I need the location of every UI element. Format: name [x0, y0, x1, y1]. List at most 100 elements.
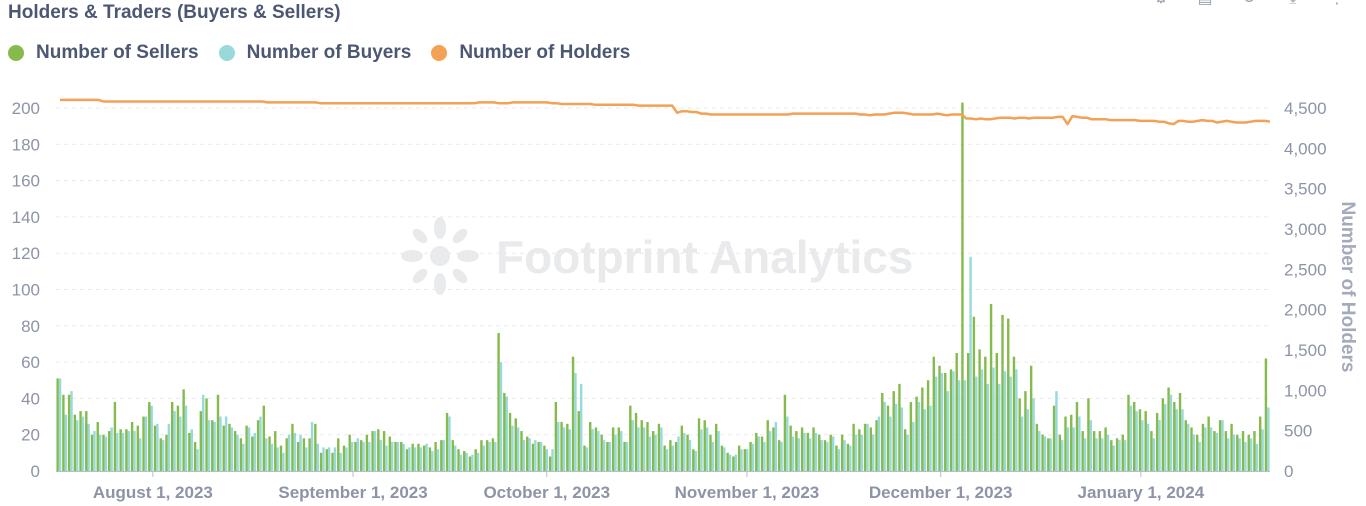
y-left-tick-label: 180: [12, 135, 40, 154]
seller-bar: [732, 456, 735, 471]
buyer-bar: [265, 438, 268, 471]
seller-bar: [909, 402, 913, 471]
buyer-bar: [642, 427, 646, 471]
seller-bar: [926, 380, 930, 471]
buyer-bar: [1227, 438, 1230, 471]
seller-bar: [359, 440, 363, 471]
seller-bar: [903, 429, 907, 471]
seller-bar: [1110, 440, 1113, 471]
legend-item-sellers[interactable]: Number of Sellers: [8, 42, 199, 64]
seller-bar: [938, 365, 941, 471]
buyer-bar: [952, 371, 955, 471]
buyer-bar: [608, 441, 612, 471]
buyer-bar: [505, 396, 508, 471]
buyer-bar: [602, 440, 606, 471]
buyer-bar: [253, 432, 256, 471]
buyer-bar: [190, 429, 193, 471]
seller-bar: [1230, 423, 1233, 471]
seller-bar: [852, 423, 855, 471]
seller-bar: [978, 349, 981, 471]
buyer-bar: [259, 416, 262, 471]
holders-line: [60, 98, 1271, 126]
seller-bar: [382, 431, 386, 471]
settings-icon[interactable]: ⚙: [1150, 0, 1172, 8]
buyer-bar: [476, 452, 480, 471]
seller-bar: [405, 449, 409, 471]
seller-bar: [531, 443, 535, 471]
seller-bar: [1081, 431, 1084, 471]
seller-bar: [1173, 402, 1176, 471]
buyer-bar: [665, 449, 669, 471]
legend-item-buyers[interactable]: Number of Buyers: [218, 42, 411, 64]
seller-bar: [337, 438, 340, 471]
buyer-bar: [98, 434, 102, 471]
buyer-bar: [356, 438, 360, 471]
buyer-bar: [1066, 427, 1070, 471]
y-left-tick-label: 160: [12, 172, 40, 191]
bars: [56, 102, 1270, 472]
buyer-bar: [379, 440, 382, 471]
buyer-bar: [883, 402, 886, 471]
buyer-bar: [305, 447, 308, 471]
seller-bar: [652, 431, 655, 471]
buyer-bar: [1026, 409, 1030, 471]
buyer-bar: [270, 443, 274, 471]
buyer-bar: [287, 434, 291, 471]
buyer-bar: [93, 431, 96, 471]
seller-bar: [898, 383, 901, 471]
buyer-bar: [522, 440, 526, 471]
seller-bar: [526, 436, 529, 471]
buyer-bar: [671, 445, 674, 471]
legend-item-holders[interactable]: Number of Holders: [431, 42, 630, 64]
buyer-bar: [1209, 427, 1213, 471]
buyer-bar: [465, 452, 468, 471]
seller-bar: [589, 421, 592, 471]
buyer-bar: [889, 416, 892, 471]
seller-bar: [846, 443, 850, 471]
download-icon[interactable]: ⤓: [1282, 0, 1304, 8]
buyer-bar: [528, 438, 531, 471]
buyer-bar: [511, 425, 514, 471]
seller-bar: [944, 372, 947, 471]
seller-bar: [560, 421, 563, 471]
y-right-tick-label: 3,500: [1284, 180, 1327, 199]
buyer-bar: [219, 416, 222, 471]
seller-bar: [142, 416, 145, 471]
seller-bar: [966, 353, 970, 471]
seller-bar: [858, 429, 861, 471]
seller-bar: [669, 440, 672, 471]
legend-label-holders: Number of Holders: [459, 42, 631, 63]
seller-bar: [485, 440, 489, 471]
x-axis-ticks: August 1, 2023 September 1, 2023 October 1…: [93, 471, 1205, 502]
seller-bar: [829, 434, 832, 471]
buyer-bar: [923, 409, 926, 471]
table-icon[interactable]: ▤: [1194, 0, 1216, 8]
watermark: Footprint Analytics: [401, 217, 913, 295]
buyer-bar: [1055, 391, 1058, 471]
seller-bar: [634, 412, 638, 471]
seller-bar: [1184, 420, 1187, 471]
buyer-bar: [631, 420, 634, 471]
seller-bar: [600, 434, 603, 471]
buyer-bar: [1192, 434, 1196, 471]
seller-bar: [428, 447, 432, 471]
seller-bar: [577, 411, 580, 471]
seller-bar: [1121, 434, 1124, 471]
y-left-tick-label: 100: [12, 281, 40, 300]
buyer-bar: [368, 441, 371, 471]
buyer-bar: [820, 440, 823, 471]
seller-bar: [932, 356, 936, 471]
seller-bar: [125, 429, 128, 471]
chart-toolbar: ⚙ ▤ ↻ ⤓ ⋮: [1150, 0, 1348, 8]
more-icon[interactable]: ⋮: [1326, 0, 1348, 8]
seller-bar: [434, 441, 437, 471]
seller-bar: [571, 356, 575, 471]
seller-bar: [989, 304, 993, 471]
buyer-bar: [236, 434, 239, 471]
refresh-icon[interactable]: ↻: [1238, 0, 1260, 8]
buyer-bar: [837, 449, 841, 471]
buyer-bar: [1015, 369, 1018, 471]
buyer-bar: [877, 416, 881, 471]
seller-bar: [806, 432, 810, 471]
buyer-bar: [534, 440, 537, 471]
